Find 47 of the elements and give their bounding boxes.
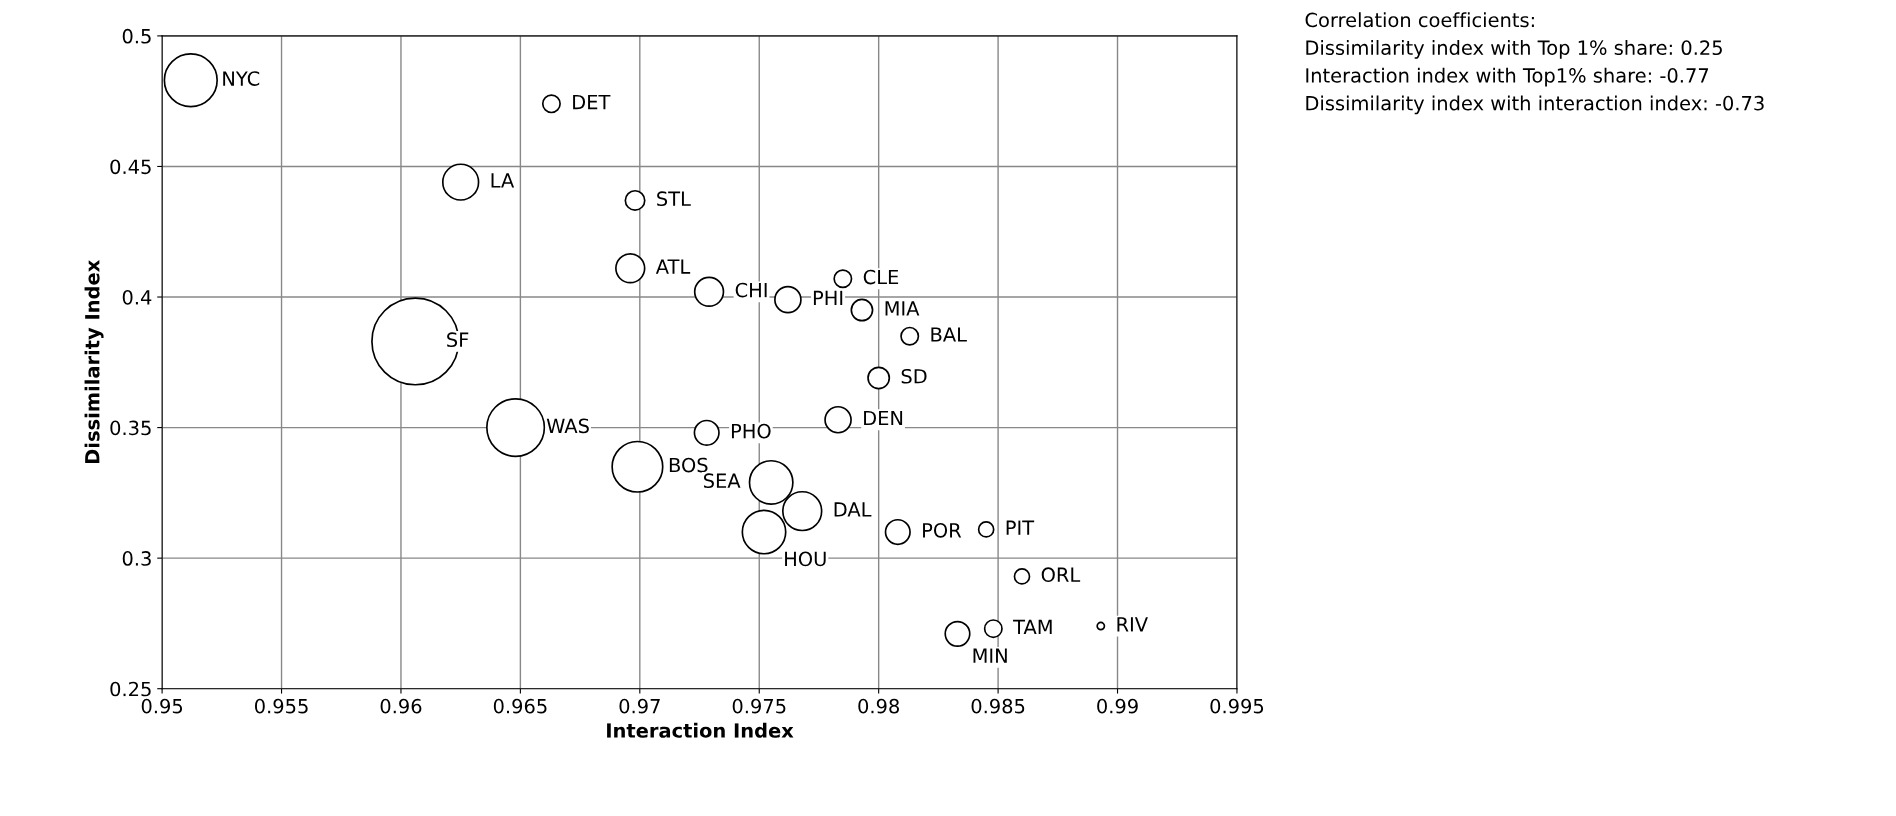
- annotation: PHO: [731, 423, 771, 439]
- y-tick-label: 0.3: [122, 551, 151, 566]
- annotation: LA: [491, 173, 515, 188]
- annotation: PIT: [1006, 520, 1035, 535]
- y-tick-label: 0.25: [110, 681, 151, 697]
- y-tick-label: 0.5: [122, 28, 151, 44]
- y-tick-label: 0.35: [110, 420, 151, 436]
- annotation: NYC: [223, 71, 260, 86]
- x-tick-label: 0.985: [971, 698, 1025, 714]
- annotation: STL: [657, 191, 691, 207]
- x-tick-label: 0.965: [493, 698, 547, 714]
- annotation: ORL: [1041, 567, 1081, 583]
- annotation: SEA: [703, 473, 741, 489]
- annotation: HOU: [785, 551, 826, 567]
- annotation: ATL: [655, 259, 691, 274]
- x-tick-label: 0.99: [1097, 698, 1138, 714]
- x-axis-title: Interaction Index: [607, 722, 794, 738]
- annotation: POR: [923, 522, 962, 538]
- text: Interaction index with Top1% share: -0.77: [1306, 67, 1709, 87]
- annotation: RIV: [1117, 617, 1148, 632]
- annotation: MIA: [885, 301, 920, 316]
- annotation: CLE: [863, 269, 899, 285]
- x-tick-label: 0.96: [380, 698, 422, 714]
- annotation: PHI: [813, 290, 843, 305]
- annotation: TAM: [1013, 619, 1052, 635]
- x-tick-label: 0.975: [732, 698, 786, 714]
- y-tick-label: 0.45: [110, 159, 151, 175]
- annotation: BOS: [669, 457, 708, 473]
- x-tick-label: 0.955: [254, 698, 308, 714]
- x-tick-label: 0.95: [141, 698, 183, 714]
- annotation: CHI: [735, 282, 767, 298]
- annotation: MIN: [973, 648, 1007, 663]
- annotation: DET: [573, 94, 611, 110]
- x-tick-label: 0.97: [619, 698, 660, 714]
- annotation: DAL: [834, 502, 872, 517]
- x-tick-label: 0.98: [858, 698, 899, 714]
- x-tick-label: 0.995: [1210, 698, 1264, 714]
- y-tick-label: 0.4: [122, 289, 152, 305]
- annotation: SD: [901, 368, 927, 384]
- annotation: BAL: [931, 327, 967, 342]
- text: Dissimilarity index with Top 1% share: 0.25: [1306, 39, 1722, 59]
- text: Dissimilarity index with interaction index: -0.73: [1306, 95, 1764, 115]
- y-axis-title: Dissimilarity Index: [84, 260, 104, 464]
- annotation: DEN: [864, 410, 903, 426]
- annotation: WAS: [546, 418, 589, 434]
- annotation: SF: [447, 332, 469, 348]
- text: Correlation coefficients:: [1305, 12, 1534, 28]
